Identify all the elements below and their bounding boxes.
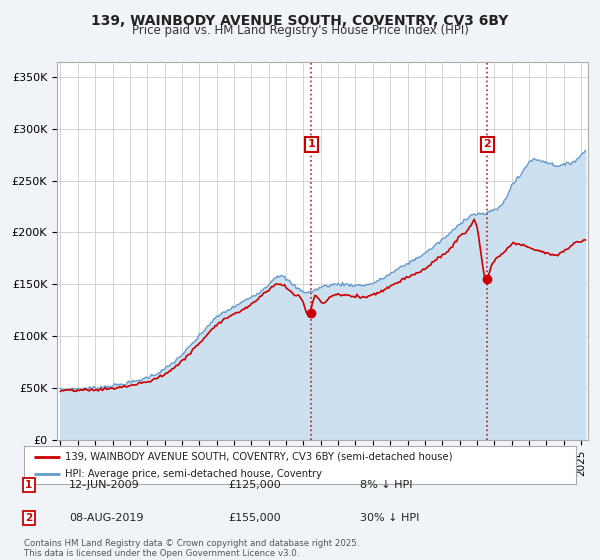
Text: Price paid vs. HM Land Registry's House Price Index (HPI): Price paid vs. HM Land Registry's House … bbox=[131, 24, 469, 37]
Text: Contains HM Land Registry data © Crown copyright and database right 2025.
This d: Contains HM Land Registry data © Crown c… bbox=[24, 539, 359, 558]
Text: 2: 2 bbox=[25, 513, 32, 523]
Text: 139, WAINBODY AVENUE SOUTH, COVENTRY, CV3 6BY: 139, WAINBODY AVENUE SOUTH, COVENTRY, CV… bbox=[91, 14, 509, 28]
Text: 1: 1 bbox=[307, 139, 315, 150]
Text: 139, WAINBODY AVENUE SOUTH, COVENTRY, CV3 6BY (semi-detached house): 139, WAINBODY AVENUE SOUTH, COVENTRY, CV… bbox=[65, 451, 453, 461]
Text: 30% ↓ HPI: 30% ↓ HPI bbox=[360, 513, 419, 523]
Text: £155,000: £155,000 bbox=[228, 513, 281, 523]
Text: 1: 1 bbox=[25, 480, 32, 490]
Text: 12-JUN-2009: 12-JUN-2009 bbox=[69, 480, 140, 490]
Text: 08-AUG-2019: 08-AUG-2019 bbox=[69, 513, 143, 523]
Text: 8% ↓ HPI: 8% ↓ HPI bbox=[360, 480, 413, 490]
Text: 2: 2 bbox=[484, 139, 491, 150]
Text: £125,000: £125,000 bbox=[228, 480, 281, 490]
Text: HPI: Average price, semi-detached house, Coventry: HPI: Average price, semi-detached house,… bbox=[65, 469, 322, 479]
